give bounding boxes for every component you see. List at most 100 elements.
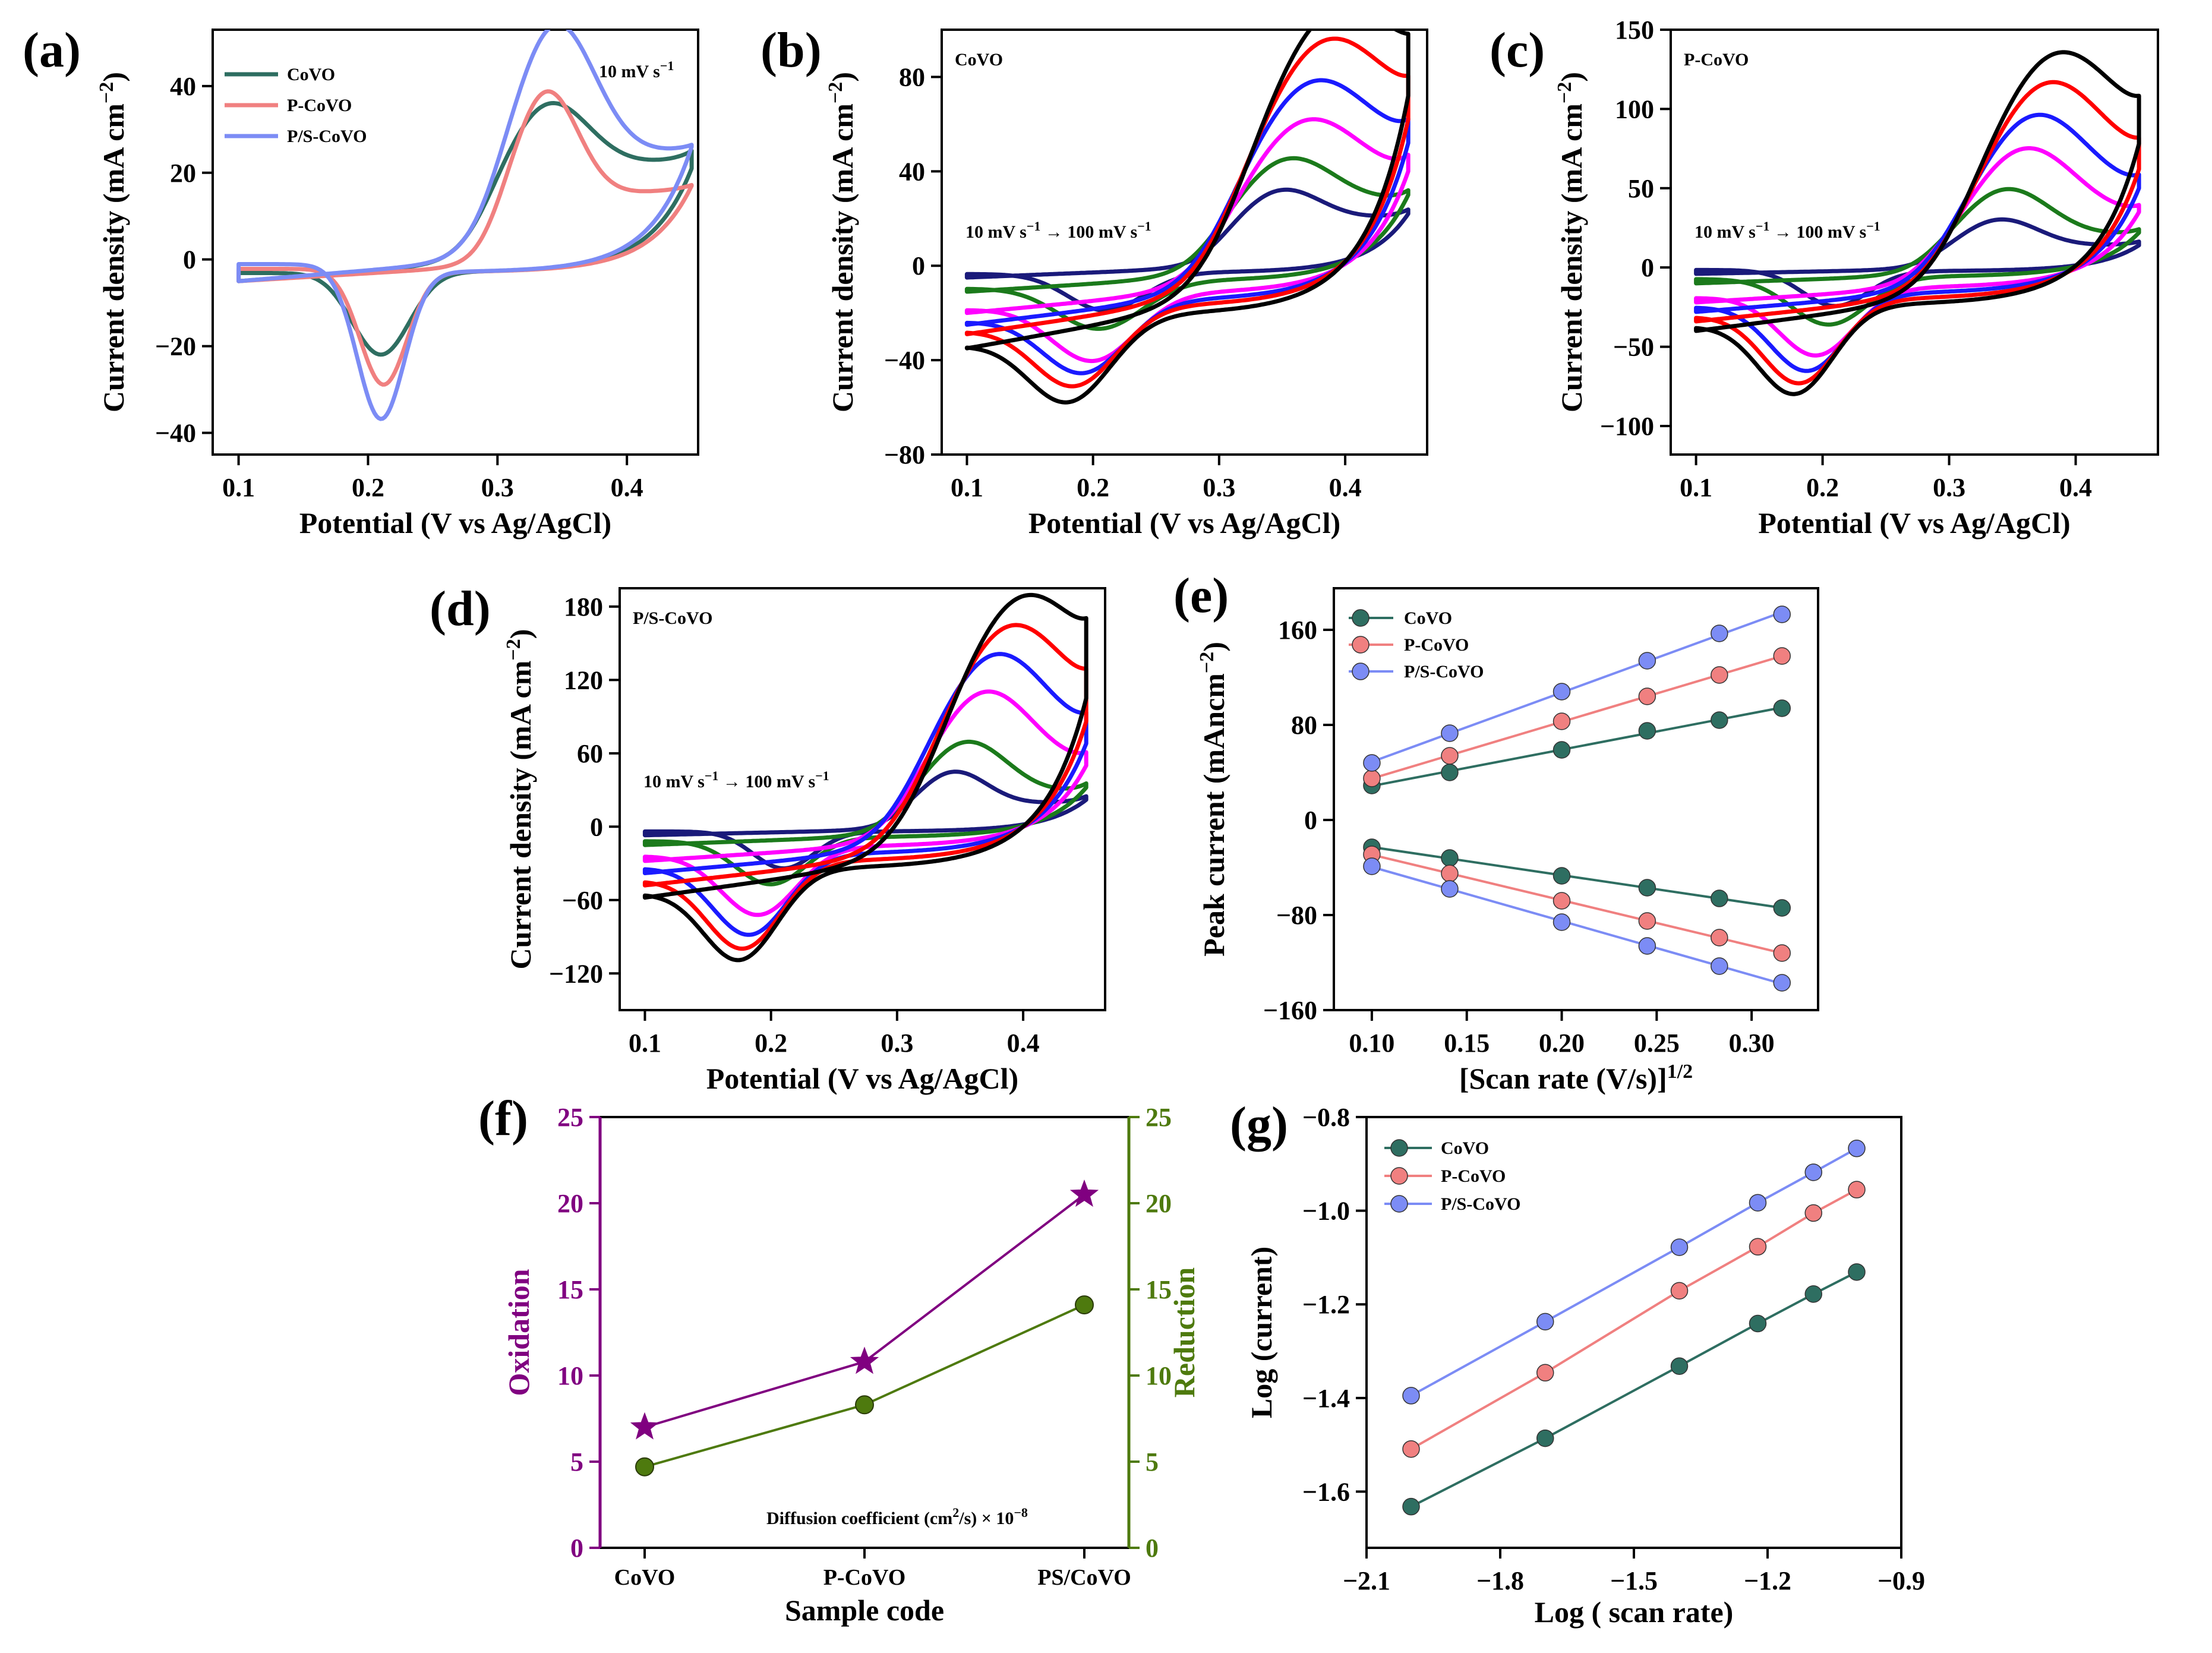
series-group bbox=[1694, 50, 2141, 396]
cv-curve-100-mV-s bbox=[642, 592, 1088, 963]
data-point bbox=[1711, 711, 1728, 729]
y-tick-label-right: 0 bbox=[1146, 1534, 1159, 1563]
y-axis-label: Log (current) bbox=[1245, 1247, 1278, 1418]
legend-marker bbox=[1390, 1167, 1408, 1185]
data-point bbox=[1670, 1282, 1689, 1300]
data-point bbox=[1711, 666, 1728, 684]
data-point bbox=[1749, 1314, 1767, 1333]
legend-marker bbox=[1352, 663, 1370, 680]
x-tick-label: 0.1 bbox=[222, 473, 255, 502]
legend-marker bbox=[1352, 609, 1370, 627]
x-axis-label: Potential (V vs Ag/AgCl) bbox=[1028, 506, 1340, 540]
cv-curve-20-mV-s bbox=[642, 739, 1088, 887]
x-tick-label: 0.4 bbox=[2059, 473, 2092, 502]
text-span: Potential (V vs Ag/AgCl) bbox=[1028, 506, 1340, 540]
y-axis-label: Current density (mA cm−2) bbox=[503, 629, 538, 970]
legend-label: P/S-CoVO bbox=[1441, 1194, 1520, 1214]
data-point bbox=[1552, 712, 1571, 730]
text-span: 10 mV s bbox=[1695, 222, 1756, 242]
text-span: −2 bbox=[96, 82, 118, 103]
legend-label: P-CoVO bbox=[1404, 635, 1469, 655]
data-point bbox=[1773, 647, 1791, 665]
y-tick-label: 0 bbox=[912, 251, 925, 280]
diffusion-annotation: Diffusion coefficient (cm2/s) × 10−8 bbox=[766, 1505, 1028, 1529]
x-tick-label: 0.4 bbox=[1329, 473, 1362, 502]
data-point bbox=[1711, 929, 1728, 947]
y-tick-label: −160 bbox=[1263, 996, 1317, 1025]
data-point bbox=[1363, 769, 1381, 787]
y-axis-label: Peak current (mAncm−2) bbox=[1196, 642, 1231, 957]
y-tick-label: 50 bbox=[1628, 174, 1654, 203]
x-tick-label: 0.10 bbox=[1349, 1029, 1394, 1058]
data-point bbox=[1749, 1194, 1767, 1212]
data-point bbox=[1402, 1387, 1420, 1405]
data-point bbox=[1441, 880, 1459, 898]
y-tick-label: −60 bbox=[562, 886, 603, 915]
x-tick-label: −0.9 bbox=[1877, 1566, 1925, 1595]
y-tick-label: 60 bbox=[577, 739, 603, 768]
y-tick-label: 20 bbox=[170, 159, 196, 188]
data-point bbox=[1552, 867, 1571, 885]
x-tick-label: 0.4 bbox=[1007, 1029, 1040, 1058]
panel-label: (g) bbox=[1230, 1097, 1288, 1152]
x-axis-label: Log ( scan rate) bbox=[1535, 1595, 1734, 1629]
text-span: −1 bbox=[660, 58, 674, 73]
data-point bbox=[1711, 624, 1728, 642]
text-span: −1 bbox=[705, 768, 719, 783]
y-tick-label: −1.6 bbox=[1302, 1477, 1350, 1506]
data-point bbox=[1773, 944, 1791, 962]
y-tick-label-left: 5 bbox=[570, 1447, 583, 1477]
data-point bbox=[1441, 724, 1459, 742]
panel-label: (f) bbox=[478, 1091, 528, 1146]
data-point bbox=[1670, 1357, 1689, 1375]
reduction-circle-marker bbox=[1075, 1295, 1094, 1315]
text-span: −2 bbox=[1196, 652, 1218, 673]
text-span: −8 bbox=[1014, 1505, 1028, 1520]
cv-curve-60-mV-s bbox=[642, 652, 1088, 937]
cv-curve-P-CoVO bbox=[236, 89, 694, 387]
sample-label: P/S-CoVO bbox=[633, 608, 712, 628]
y-tick-label: 0 bbox=[183, 245, 196, 275]
y-tick-label: −80 bbox=[884, 440, 925, 469]
data-point bbox=[1711, 889, 1728, 907]
y-tick-label: 160 bbox=[1278, 616, 1317, 645]
y-tick-label: 80 bbox=[899, 62, 925, 92]
plot-frame bbox=[599, 1116, 1130, 1549]
text-span: −1 bbox=[1137, 219, 1151, 234]
series-group bbox=[642, 592, 1088, 963]
x-tick-label: 0.1 bbox=[951, 473, 983, 502]
y-axis-label: Current density (mA cm−2) bbox=[1554, 72, 1589, 412]
text-span: 10 mV s bbox=[965, 222, 1027, 242]
text-span: Peak current (mAncm bbox=[1197, 673, 1230, 957]
plot-frame bbox=[1333, 587, 1819, 1011]
x-axis-label: Potential (V vs Ag/AgCl) bbox=[299, 506, 611, 540]
cv-curve-40-mV-s bbox=[642, 689, 1088, 917]
data-point bbox=[1773, 974, 1791, 992]
y-tick-label: −50 bbox=[1613, 333, 1654, 362]
data-point bbox=[1848, 1140, 1866, 1157]
plot-frame bbox=[941, 29, 1428, 456]
legend-label: P-CoVO bbox=[1441, 1166, 1506, 1186]
y-tick-label-right: 25 bbox=[1146, 1103, 1172, 1132]
legend-label: CoVO bbox=[1404, 608, 1452, 628]
text-span: [Scan rate (V/s)] bbox=[1459, 1062, 1667, 1095]
data-point bbox=[1773, 899, 1791, 917]
y-tick-label-left: 20 bbox=[557, 1189, 583, 1218]
panel-label: (a) bbox=[23, 23, 81, 78]
text-span: Potential (V vs Ag/AgCl) bbox=[706, 1062, 1018, 1095]
text-span: Log (current) bbox=[1245, 1247, 1278, 1418]
scan-rate-range: 10 mV s−1 → 100 mV s−1 bbox=[965, 219, 1151, 242]
legend-marker bbox=[1352, 636, 1370, 654]
text-span: → 100 mV s bbox=[718, 772, 815, 791]
text-span: −2 bbox=[825, 82, 847, 103]
data-point bbox=[1552, 913, 1571, 931]
reduction-circle-marker bbox=[855, 1395, 874, 1415]
cv-curve-20-mV-s bbox=[1694, 187, 2141, 327]
text-span: −2 bbox=[1554, 82, 1576, 103]
fit-line bbox=[1410, 1271, 1857, 1508]
plot-frame bbox=[1670, 29, 2159, 456]
legend-label: CoVO bbox=[1441, 1138, 1489, 1158]
text-span: Log ( scan rate) bbox=[1535, 1595, 1734, 1629]
scan-rate-annotation: 10 mV s−1 bbox=[599, 58, 674, 82]
